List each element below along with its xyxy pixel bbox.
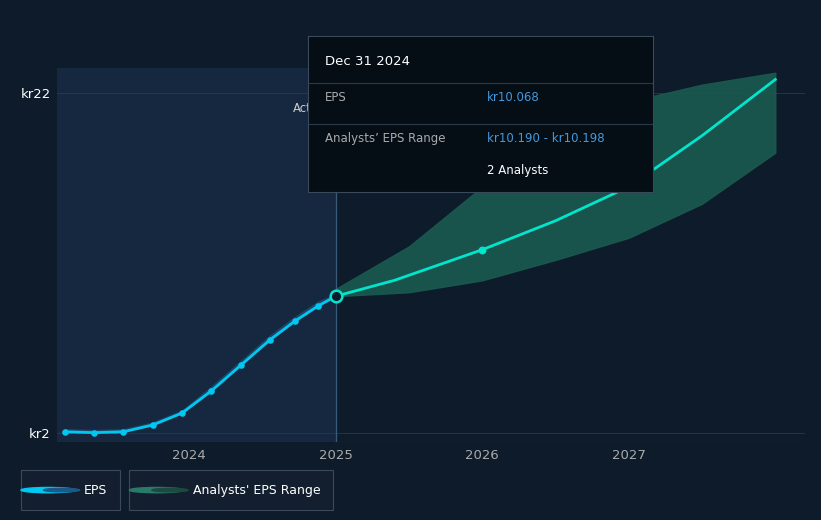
Circle shape	[44, 488, 80, 492]
Point	[234, 361, 247, 370]
Text: Actual: Actual	[293, 101, 330, 114]
Circle shape	[152, 488, 188, 492]
Circle shape	[130, 487, 184, 493]
Point	[329, 292, 342, 301]
Point	[622, 183, 635, 191]
Text: kr10.190 - kr10.198: kr10.190 - kr10.198	[487, 132, 605, 145]
Point	[204, 387, 218, 395]
Point	[176, 409, 189, 417]
Point	[312, 302, 325, 310]
Text: kr10.068: kr10.068	[487, 91, 540, 104]
Text: 2 Analysts: 2 Analysts	[487, 164, 548, 177]
Point	[475, 245, 488, 254]
Point	[88, 428, 101, 437]
Text: Analysts Forecasts: Analysts Forecasts	[342, 101, 452, 114]
Point	[58, 427, 71, 436]
Text: Dec 31 2024: Dec 31 2024	[325, 55, 410, 68]
Point	[264, 336, 277, 344]
Point	[146, 421, 159, 429]
Text: EPS: EPS	[85, 484, 108, 497]
FancyBboxPatch shape	[21, 470, 121, 510]
Bar	[57, 68, 336, 442]
Text: EPS: EPS	[325, 91, 346, 104]
Text: Analysts’ EPS Range: Analysts’ EPS Range	[325, 132, 446, 145]
Circle shape	[21, 487, 76, 493]
Text: Analysts' EPS Range: Analysts' EPS Range	[193, 484, 320, 497]
Point	[117, 427, 130, 436]
Point	[288, 317, 301, 326]
FancyBboxPatch shape	[130, 470, 333, 510]
